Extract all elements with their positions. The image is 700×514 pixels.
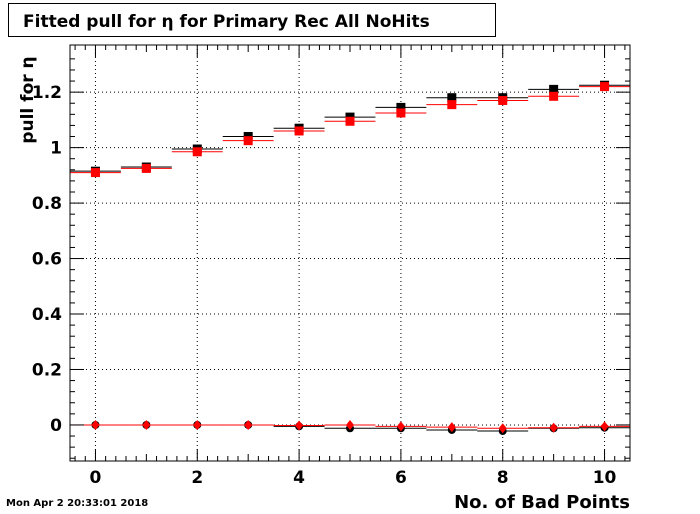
data-point-square <box>549 84 559 94</box>
data-point-square <box>192 147 202 157</box>
x-tick-label: 4 <box>293 468 305 488</box>
data-point-diamond <box>295 420 304 431</box>
y-tick-label: 1.2 <box>32 83 62 103</box>
data-point-diamond <box>193 419 202 430</box>
chart-title: Fitted pull for η for Primary Rec All No… <box>23 12 430 32</box>
data-point-square <box>243 136 253 146</box>
timestamp: Mon Apr 2 20:33:01 2018 <box>6 498 149 509</box>
x-tick-label: 6 <box>395 468 407 488</box>
y-axis-label: pull for η <box>18 56 38 144</box>
data-point-diamond <box>549 422 558 433</box>
data-point-square <box>549 91 559 101</box>
data-point-diamond <box>600 421 609 432</box>
data-point-diamond <box>346 419 354 430</box>
y-tick-label: 0.8 <box>32 194 62 214</box>
data-point-square <box>396 102 406 112</box>
x-tick-label: 8 <box>497 468 509 488</box>
axes: 0 2 4 6 8 10 0 0.2 0.4 0.6 0.8 1 1.2 <box>32 44 631 488</box>
x-tick-label: 2 <box>191 468 203 488</box>
data-point-diamond <box>91 419 100 430</box>
data-point-square <box>294 126 304 136</box>
data-point-square <box>90 168 100 178</box>
y-tick-label: 0.2 <box>32 360 62 380</box>
x-tick-label: 0 <box>90 468 102 488</box>
y-tick-label: 1 <box>50 139 62 159</box>
x-axis-label: No. of Bad Points <box>454 492 630 513</box>
data-point-square <box>447 100 457 110</box>
data-point-diamond <box>244 419 253 430</box>
data-point-square <box>396 108 406 118</box>
y-tick-label: 0.6 <box>32 250 62 270</box>
data-series <box>70 80 630 436</box>
data-point-square <box>600 82 610 92</box>
chart-title-box: Fitted pull for η for Primary Rec All No… <box>8 3 496 37</box>
data-point-diamond <box>498 423 507 434</box>
data-point-diamond <box>142 419 151 430</box>
data-point-diamond <box>447 422 456 433</box>
data-point-square <box>498 95 508 105</box>
data-point-square <box>141 163 151 173</box>
plot-frame <box>69 44 631 462</box>
data-point-diamond <box>396 421 405 432</box>
y-tick-label: 0 <box>50 416 62 436</box>
grid <box>70 45 630 461</box>
y-tick-label: 0.4 <box>32 305 62 325</box>
x-tick-label: 10 <box>593 468 617 488</box>
data-point-square <box>447 93 457 103</box>
data-point-square <box>345 116 355 126</box>
